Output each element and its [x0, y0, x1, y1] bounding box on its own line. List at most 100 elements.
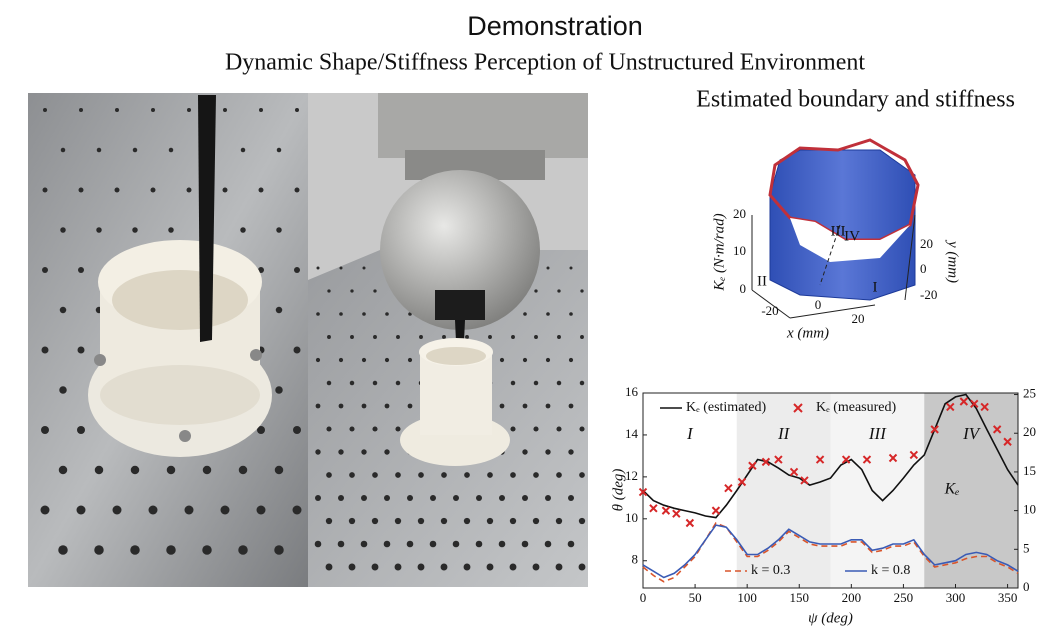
- hole: [453, 495, 459, 501]
- hole: [274, 545, 284, 555]
- marker: [748, 461, 757, 470]
- x-tick-label: 20: [852, 311, 865, 326]
- hole: [407, 495, 413, 501]
- hole: [94, 545, 104, 555]
- hole: [325, 517, 333, 525]
- hole: [58, 465, 68, 475]
- hole: [326, 380, 332, 386]
- region-label: IV: [844, 228, 860, 244]
- region-label: III: [868, 424, 887, 443]
- photo-right: [308, 93, 588, 587]
- hole: [371, 563, 379, 571]
- hole: [463, 563, 471, 571]
- hole: [407, 357, 413, 363]
- hole: [59, 306, 67, 314]
- hole: [569, 266, 573, 270]
- hole: [150, 187, 156, 193]
- hole: [522, 403, 528, 409]
- marker: [815, 455, 825, 464]
- marker: [672, 509, 681, 518]
- hole: [568, 449, 574, 455]
- z-tick-label: 20: [733, 206, 746, 221]
- hole: [395, 380, 401, 386]
- marker: [661, 506, 671, 515]
- hole: [315, 403, 321, 409]
- hole: [499, 403, 505, 409]
- hole: [522, 357, 528, 363]
- hole: [384, 403, 390, 409]
- hole: [568, 357, 574, 363]
- hole: [521, 540, 529, 548]
- region-label: IV: [962, 424, 982, 443]
- legend-marker: [793, 403, 803, 413]
- hole: [569, 312, 573, 316]
- x-axis-label: ψ (deg): [808, 610, 853, 626]
- region-label: I: [686, 424, 694, 443]
- hole: [396, 335, 400, 339]
- hole: [578, 517, 586, 525]
- hole: [384, 495, 390, 501]
- region-label: III: [831, 223, 846, 239]
- hole: [498, 540, 506, 548]
- hole: [579, 426, 585, 432]
- hole: [510, 426, 516, 432]
- hole: [372, 426, 378, 432]
- y-tick-label: 10: [625, 510, 638, 525]
- hole: [419, 335, 423, 339]
- hole: [293, 346, 301, 354]
- marker: [1003, 437, 1012, 446]
- hole: [578, 563, 586, 571]
- marker: [862, 455, 872, 464]
- hole: [556, 426, 562, 432]
- marker: [992, 425, 1002, 434]
- hole: [499, 495, 505, 501]
- hole: [407, 403, 413, 409]
- marker: [970, 399, 979, 409]
- hole: [43, 108, 47, 112]
- z-tick-label: 10: [733, 243, 746, 258]
- hole: [349, 426, 355, 432]
- marker: [946, 402, 955, 412]
- hole: [545, 495, 551, 501]
- legend-label: k = 0.3: [751, 563, 790, 578]
- hole: [316, 312, 320, 316]
- hole: [580, 289, 584, 293]
- hole: [557, 289, 561, 293]
- hole: [77, 346, 85, 354]
- hole: [96, 147, 102, 153]
- hole: [350, 335, 354, 339]
- region-band: [830, 393, 925, 588]
- hole: [567, 540, 575, 548]
- hole: [557, 335, 561, 339]
- hole: [339, 266, 343, 270]
- hole: [442, 335, 446, 339]
- hole: [42, 187, 48, 193]
- hole: [556, 380, 562, 386]
- hole: [202, 545, 212, 555]
- subtitle: Dynamic Shape/Stiffness Perception of Un…: [225, 50, 865, 76]
- y-axis-label: y (mm): [945, 239, 961, 283]
- hole: [350, 289, 354, 293]
- hole: [476, 495, 482, 501]
- hole: [327, 289, 331, 293]
- hole: [510, 380, 516, 386]
- hole: [339, 312, 343, 316]
- x-tick-label: 150: [790, 590, 810, 605]
- hole: [545, 449, 551, 455]
- hole: [79, 108, 83, 112]
- x-tick-label: 0: [815, 297, 822, 312]
- hole: [532, 563, 540, 571]
- y-tick-label: 20: [920, 236, 933, 251]
- hole: [168, 147, 174, 153]
- region-band: [924, 393, 1018, 588]
- y-tick-label: 16: [625, 384, 639, 399]
- hole: [533, 472, 539, 478]
- hole: [259, 108, 263, 112]
- region-band: [736, 393, 831, 588]
- hole: [579, 472, 585, 478]
- hole: [112, 505, 122, 515]
- marker: [685, 518, 695, 528]
- hole: [522, 449, 528, 455]
- x-tick-label: 200: [842, 590, 862, 605]
- hole: [417, 517, 425, 525]
